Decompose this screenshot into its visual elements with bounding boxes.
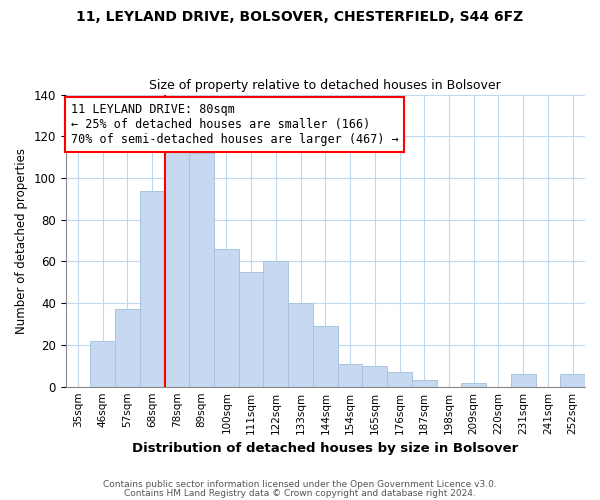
Bar xyxy=(164,140,190,386)
Bar xyxy=(461,382,486,386)
Y-axis label: Number of detached properties: Number of detached properties xyxy=(15,148,28,334)
Bar xyxy=(313,326,338,386)
Bar xyxy=(91,341,115,386)
Bar xyxy=(190,153,214,386)
Bar xyxy=(239,272,263,386)
Title: Size of property relative to detached houses in Bolsover: Size of property relative to detached ho… xyxy=(149,79,501,92)
Text: 11 LEYLAND DRIVE: 80sqm
← 25% of detached houses are smaller (166)
70% of semi-d: 11 LEYLAND DRIVE: 80sqm ← 25% of detache… xyxy=(71,104,398,146)
X-axis label: Distribution of detached houses by size in Bolsover: Distribution of detached houses by size … xyxy=(132,442,518,455)
Bar xyxy=(140,190,164,386)
Text: Contains HM Land Registry data © Crown copyright and database right 2024.: Contains HM Land Registry data © Crown c… xyxy=(124,488,476,498)
Bar xyxy=(362,366,387,386)
Bar xyxy=(560,374,585,386)
Bar xyxy=(263,262,288,386)
Bar xyxy=(115,310,140,386)
Bar xyxy=(338,364,362,386)
Bar xyxy=(412,380,437,386)
Bar xyxy=(214,249,239,386)
Text: 11, LEYLAND DRIVE, BOLSOVER, CHESTERFIELD, S44 6FZ: 11, LEYLAND DRIVE, BOLSOVER, CHESTERFIEL… xyxy=(76,10,524,24)
Bar xyxy=(387,372,412,386)
Text: Contains public sector information licensed under the Open Government Licence v3: Contains public sector information licen… xyxy=(103,480,497,489)
Bar xyxy=(511,374,536,386)
Bar xyxy=(288,303,313,386)
